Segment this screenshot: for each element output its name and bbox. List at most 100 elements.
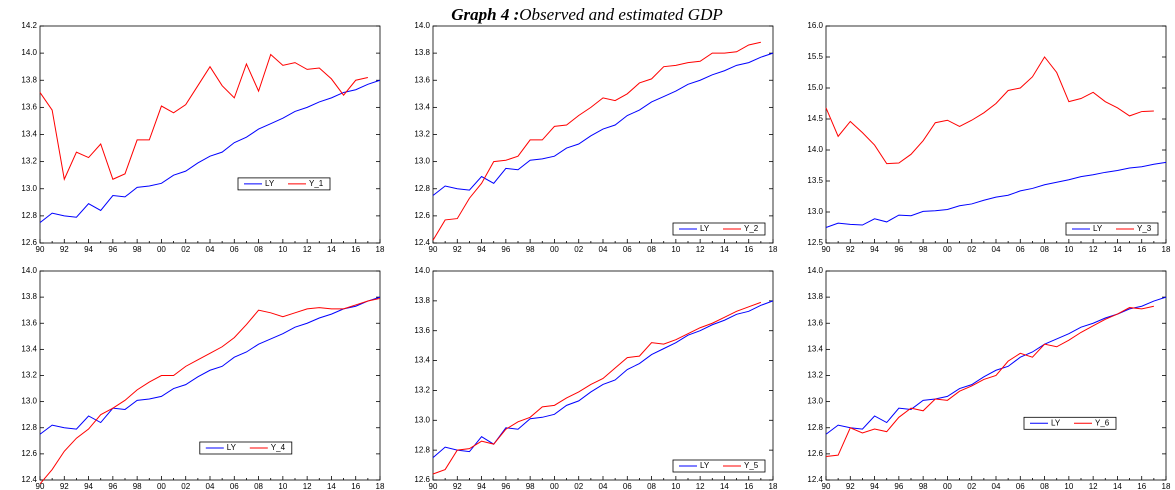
x-tick-label: 04 xyxy=(992,482,1001,490)
x-tick-label: 02 xyxy=(181,482,190,490)
plot-frame xyxy=(825,25,1167,244)
x-tick-label: 16 xyxy=(1137,245,1146,254)
x-tick-label: 16 xyxy=(351,482,360,490)
x-tick-label: 98 xyxy=(133,245,142,254)
x-tick-label: 04 xyxy=(599,245,608,254)
x-tick-label: 90 xyxy=(822,482,831,490)
y-tick-label: 13.4 xyxy=(21,130,37,139)
y-tick-label: 12.4 xyxy=(807,475,823,484)
x-tick-label: 04 xyxy=(599,482,608,490)
x-tick-label: 12 xyxy=(1089,482,1098,490)
x-tick-label: 08 xyxy=(254,482,263,490)
y-tick-label: 13.0 xyxy=(807,397,823,406)
x-tick-label: 98 xyxy=(919,482,928,490)
y-tick-label: 13.8 xyxy=(21,292,37,301)
y-tick-label: 12.8 xyxy=(807,423,823,432)
legend-label: LY xyxy=(1051,418,1061,427)
x-tick-label: 14 xyxy=(327,482,336,490)
x-tick-label: 18 xyxy=(769,245,778,254)
x-tick-label: 08 xyxy=(254,245,263,254)
x-tick-label: 90 xyxy=(429,245,438,254)
x-tick-label: 96 xyxy=(894,245,903,254)
series-line xyxy=(39,297,381,485)
y-tick-label: 13.0 xyxy=(414,157,430,166)
legend-label: Y_6 xyxy=(1095,418,1110,427)
y-tick-label: 13.6 xyxy=(21,318,37,327)
x-tick-label: 92 xyxy=(846,482,855,490)
y-tick-label: 12.6 xyxy=(21,449,37,458)
plot-frame xyxy=(432,270,774,481)
x-tick-label: 00 xyxy=(157,482,166,490)
x-tick-label: 06 xyxy=(1016,245,1025,254)
x-tick-label: 90 xyxy=(429,482,438,490)
legend: LY Y_5 xyxy=(672,459,766,473)
figure-title: Observed and estimated GDP xyxy=(519,5,723,24)
y-tick-label: 13.6 xyxy=(807,318,823,327)
x-tick-label: 10 xyxy=(1064,245,1073,254)
plot-frame xyxy=(39,25,381,244)
x-tick-label: 08 xyxy=(647,482,656,490)
x-tick-label: 96 xyxy=(108,482,117,490)
series-line xyxy=(432,52,774,196)
x-tick-label: 92 xyxy=(453,482,462,490)
x-tick-label: 18 xyxy=(376,245,385,254)
x-tick-label: 96 xyxy=(501,245,510,254)
x-tick-label: 00 xyxy=(550,245,559,254)
x-tick-label: 06 xyxy=(623,245,632,254)
legend-label: LY xyxy=(265,179,275,188)
y-tick-label: 14.5 xyxy=(807,114,823,123)
x-tick-label: 04 xyxy=(992,245,1001,254)
y-tick-label: 13.4 xyxy=(414,356,430,365)
y-tick-label: 13.2 xyxy=(807,371,823,380)
y-tick-label: 15.0 xyxy=(807,83,823,92)
x-tick-label: 94 xyxy=(870,482,879,490)
figure-heading: Graph 4 :Observed and estimated GDP xyxy=(451,5,723,24)
x-tick-label: 18 xyxy=(1162,245,1171,254)
y-tick-label: 13.2 xyxy=(21,157,37,166)
legend-label: LY xyxy=(227,443,237,452)
x-tick-label: 10 xyxy=(1064,482,1073,490)
x-tick-label: 98 xyxy=(526,245,535,254)
x-tick-label: 98 xyxy=(919,245,928,254)
panel: 12.5 13.0 13.5 14.0 14.5 15.0 15.5 16.0 90 92 94 96… xyxy=(807,21,1171,254)
y-tick-label: 13.2 xyxy=(414,386,430,395)
x-tick-label: 08 xyxy=(1040,482,1049,490)
y-tick-label: 14.0 xyxy=(807,145,823,154)
series-line xyxy=(39,296,381,435)
x-tick-label: 06 xyxy=(623,482,632,490)
y-tick-label: 14.0 xyxy=(21,266,37,275)
x-tick-label: 92 xyxy=(453,245,462,254)
y-tick-label: 12.8 xyxy=(21,423,37,432)
legend-label: LY xyxy=(1093,224,1103,233)
y-tick-label: 13.2 xyxy=(414,130,430,139)
x-tick-label: 06 xyxy=(1016,482,1025,490)
x-tick-label: 94 xyxy=(870,245,879,254)
x-tick-label: 06 xyxy=(230,245,239,254)
x-tick-label: 18 xyxy=(1162,482,1171,490)
x-tick-label: 94 xyxy=(84,482,93,490)
x-tick-label: 02 xyxy=(574,482,583,490)
x-tick-label: 16 xyxy=(351,245,360,254)
y-tick-label: 12.6 xyxy=(414,211,430,220)
series-line xyxy=(825,161,1167,228)
x-tick-label: 02 xyxy=(967,245,976,254)
x-tick-label: 12 xyxy=(303,245,312,254)
y-tick-label: 12.6 xyxy=(414,475,430,484)
y-tick-label: 12.6 xyxy=(807,449,823,458)
x-tick-label: 00 xyxy=(157,245,166,254)
x-tick-label: 12 xyxy=(696,482,705,490)
legend-label: Y_4 xyxy=(271,443,286,452)
y-tick-label: 12.8 xyxy=(414,445,430,454)
y-tick-label: 14.0 xyxy=(414,266,430,275)
legend-label: LY xyxy=(700,461,710,470)
x-tick-label: 94 xyxy=(477,482,486,490)
y-tick-label: 13.8 xyxy=(807,292,823,301)
x-tick-label: 14 xyxy=(1113,245,1122,254)
x-tick-label: 04 xyxy=(206,245,215,254)
y-tick-label: 14.0 xyxy=(21,48,37,57)
y-tick-label: 14.0 xyxy=(807,266,823,275)
y-tick-label: 13.8 xyxy=(414,48,430,57)
y-tick-label: 12.5 xyxy=(807,238,823,247)
legend-label: Y_5 xyxy=(744,461,759,470)
